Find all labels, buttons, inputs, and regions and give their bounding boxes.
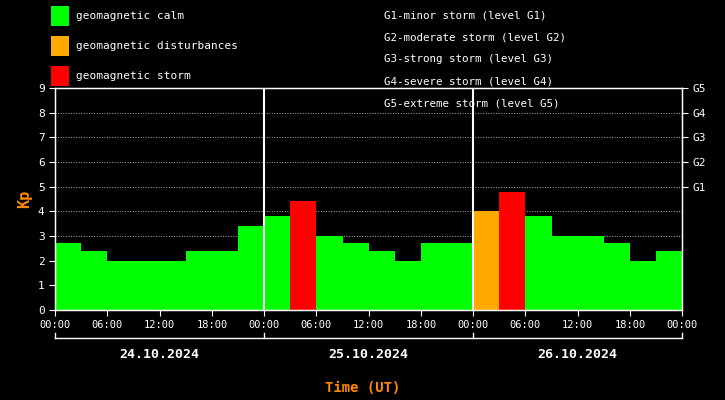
Bar (526, 216, 552, 310)
Text: 26.10.2024: 26.10.2024 (538, 348, 618, 360)
Bar (578, 236, 604, 310)
Bar (500, 192, 526, 310)
Text: G2-moderate storm (level G2): G2-moderate storm (level G2) (384, 32, 566, 42)
Bar (212, 251, 238, 310)
Bar (186, 251, 212, 310)
Bar (316, 236, 342, 310)
Text: 24.10.2024: 24.10.2024 (120, 348, 199, 360)
Text: G1-minor storm (level G1): G1-minor storm (level G1) (384, 10, 547, 20)
Bar (473, 211, 500, 310)
Bar (368, 251, 395, 310)
Text: 25.10.2024: 25.10.2024 (328, 348, 409, 360)
Text: G3-strong storm (level G3): G3-strong storm (level G3) (384, 54, 553, 64)
Text: Time (UT): Time (UT) (325, 381, 400, 395)
Bar (55, 243, 81, 310)
Bar (133, 261, 160, 310)
Bar (107, 261, 133, 310)
Y-axis label: Kp: Kp (17, 190, 33, 208)
Bar (552, 236, 578, 310)
Bar (630, 261, 656, 310)
Bar (264, 216, 290, 310)
Bar (421, 243, 447, 310)
Text: G5-extreme storm (level G5): G5-extreme storm (level G5) (384, 98, 560, 108)
Bar (290, 202, 316, 310)
Bar (81, 251, 107, 310)
Bar (395, 261, 421, 310)
Bar (656, 251, 682, 310)
Text: geomagnetic calm: geomagnetic calm (76, 11, 184, 21)
Text: geomagnetic storm: geomagnetic storm (76, 71, 191, 81)
Text: G4-severe storm (level G4): G4-severe storm (level G4) (384, 76, 553, 86)
Bar (447, 243, 473, 310)
Bar (238, 226, 264, 310)
Text: geomagnetic disturbances: geomagnetic disturbances (76, 41, 238, 51)
Bar (160, 261, 186, 310)
Bar (342, 243, 368, 310)
Bar (604, 243, 630, 310)
